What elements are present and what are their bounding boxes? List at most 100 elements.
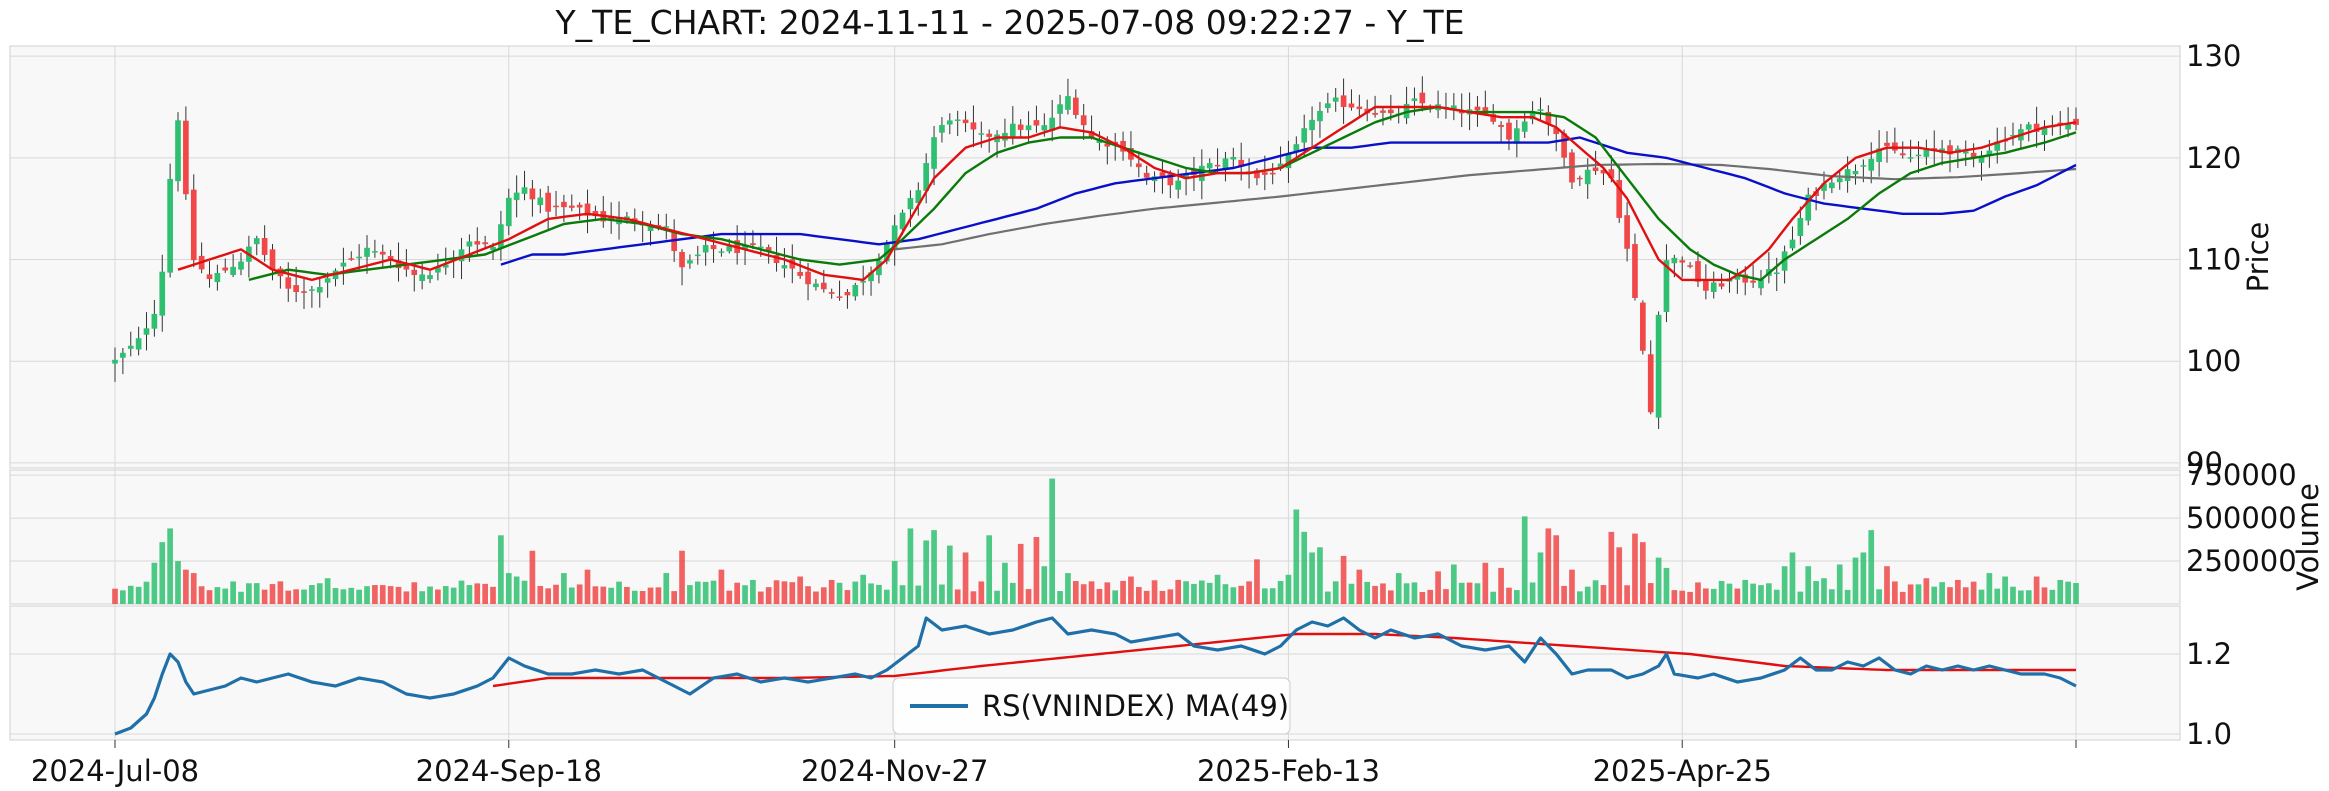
volume-bar [395,586,402,604]
candle-body [316,287,323,293]
volume-bar [427,586,433,604]
candle-body [427,275,433,280]
volume-bar [742,585,748,604]
candle-body [1624,215,1630,249]
candle-body [364,247,370,257]
candle-body [899,212,906,230]
candle-body [1931,148,1938,150]
volume-bar [316,583,323,604]
candle-body [1269,172,1276,175]
candle-body [986,133,993,137]
candle-body [324,278,331,283]
volume-bar [1364,581,1371,604]
candle-body [175,120,181,182]
volume-bar [1884,566,1890,604]
candle-body [1214,164,1221,167]
volume-bar [1671,590,1678,604]
candle-body [151,313,158,329]
volume-bar [1348,583,1355,604]
volume-bar [576,584,583,604]
candle-body [419,274,425,282]
volume-bar [702,581,709,604]
volume-bar [710,580,717,604]
volume-bar [253,583,260,604]
volume-bar [1962,587,1969,604]
candle-body [1884,142,1890,146]
volume-bar [1986,573,1993,604]
volume-bar [2010,586,2016,604]
candle-body [584,203,591,216]
candle-body [1647,354,1654,413]
volume-tick-label: 750000 [2186,458,2297,492]
candle-body [1899,153,1906,156]
candle-body [1663,260,1670,312]
volume-bar [891,561,898,604]
candle-body [230,266,236,275]
volume-bar [1655,557,1662,604]
volume-bar [1915,584,1922,604]
candle-body [112,359,118,364]
x-tick-label: 2025-Apr-25 [1593,754,1772,788]
volume-bar [781,581,788,604]
volume-bar [813,591,819,604]
candle-body [1159,172,1166,178]
volume-bar [1332,581,1339,604]
candle-body [710,245,717,250]
candle-body [663,226,670,228]
candle-body [490,246,496,250]
volume-bar [608,587,614,604]
candle-body [1230,156,1237,160]
candle-body [1797,218,1804,236]
candle-body [750,243,756,245]
volume-bar [1703,588,1709,604]
candle-body [561,201,567,208]
volume-bar [474,583,481,604]
volume-bar [206,590,213,604]
candle-body [1829,182,1835,189]
volume-bar [1214,574,1221,604]
candle-body [1332,97,1339,102]
volume-bar [986,535,993,604]
volume-bar [1222,584,1229,604]
candle-body [757,246,764,249]
ma-long-line [500,136,2077,266]
volume-bar [1080,584,1087,604]
candle-body [466,241,473,247]
candle-body [726,246,733,252]
volume-bar [1387,590,1394,604]
candle-body [860,280,867,283]
volume-bar [356,589,362,604]
volume-bar [1553,535,1560,604]
candle-body [1679,260,1686,263]
candle-body [521,187,528,194]
candle-body [844,291,851,296]
price-panel-bg [9,45,2181,469]
volume-bar [490,586,496,604]
volume-bar [348,587,355,604]
volume-bar [844,590,851,604]
volume-bar [1443,589,1449,604]
volume-bar [946,545,953,604]
candle-body [1324,103,1331,109]
candle-body [1986,150,1993,155]
candle-body [1175,180,1182,190]
price-tick-label: 130 [2186,39,2241,73]
volume-bar [1545,528,1552,604]
price-tick-label: 110 [2186,243,2241,277]
candle-body [442,264,449,268]
candle-body [2073,118,2079,125]
candle-body [529,188,536,200]
volume-bar [1372,585,1378,604]
volume-bar [1868,530,1875,604]
volume-bar [2073,583,2079,604]
candle-body [222,267,229,271]
candle-body [1923,149,1930,157]
candle-body [238,261,244,270]
volume-bar [907,528,914,604]
volume-bar [1789,552,1796,604]
volume-bar [584,569,591,604]
candle-body [1167,174,1174,186]
volume-bar [1852,557,1859,604]
volume-bar [1411,582,1418,604]
